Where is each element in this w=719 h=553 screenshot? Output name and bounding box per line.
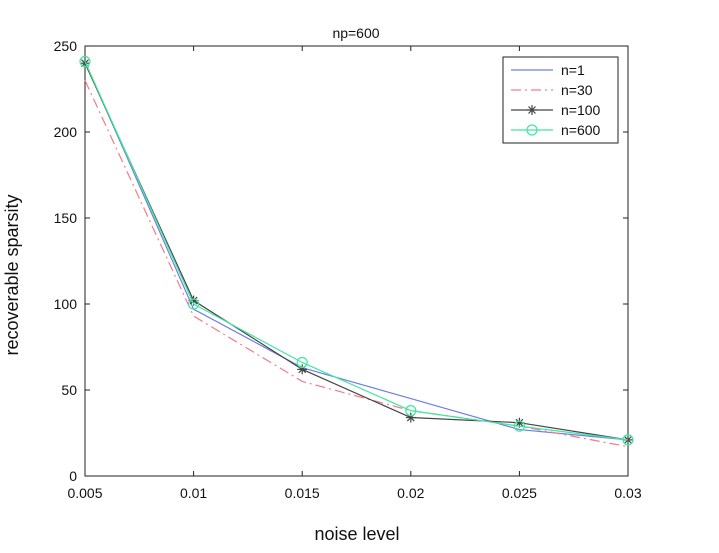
series-n-1	[84, 61, 629, 441]
data-point	[188, 298, 200, 310]
star-stroke	[528, 106, 536, 114]
x-tick-label: 0.02	[397, 485, 424, 501]
y-tick-label: 150	[54, 210, 78, 226]
y-tick-label: 200	[54, 124, 78, 140]
data-point	[296, 356, 308, 369]
star-stroke	[515, 418, 524, 427]
y-tick-label: 100	[54, 296, 78, 312]
x-tick-label: 0.005	[67, 485, 102, 501]
legend-marker	[527, 105, 537, 115]
x-tick-label: 0.015	[285, 485, 320, 501]
x-tick-label: 0.03	[614, 485, 641, 501]
series-n-30	[84, 80, 629, 448]
legend-label: n=1	[561, 62, 585, 78]
legend-entry: n=100	[511, 102, 601, 118]
axes: 0.005 0.01 0.015 0.02 0.025 0.03 0 50 100 150 200 2…	[54, 38, 642, 501]
data-point	[513, 420, 526, 432]
chart-title: np=600	[332, 25, 379, 41]
legend-label: n=30	[561, 82, 593, 98]
legend-box	[502, 56, 619, 144]
series-layer	[79, 55, 634, 448]
x-tick-label: 0.01	[180, 485, 207, 501]
legend: n=1 n=30 n=100 n=600	[502, 56, 619, 144]
legend-entry: n=30	[511, 82, 593, 98]
data-point	[622, 434, 634, 446]
star-stroke	[189, 296, 198, 305]
x-tick-label: 0.025	[502, 485, 537, 501]
data-point	[79, 55, 91, 68]
series-line	[84, 61, 629, 441]
legend-entry: n=1	[511, 62, 585, 78]
legend-label: n=100	[561, 102, 601, 118]
y-tick-label: 50	[61, 382, 77, 398]
y-tick-label: 250	[54, 38, 78, 54]
x-axis-label: noise level	[314, 524, 399, 544]
series-line	[84, 80, 629, 448]
legend-marker	[526, 124, 538, 136]
series-n-100	[80, 58, 633, 445]
series-line	[84, 62, 629, 441]
series-line	[84, 61, 629, 441]
y-axis-label: recoverable sparsity	[2, 194, 22, 355]
data-point	[405, 405, 417, 417]
legend-entry: n=600	[511, 122, 601, 138]
legend-label: n=600	[561, 122, 601, 138]
y-tick-label: 0	[69, 468, 77, 484]
series-n-600	[79, 55, 634, 446]
